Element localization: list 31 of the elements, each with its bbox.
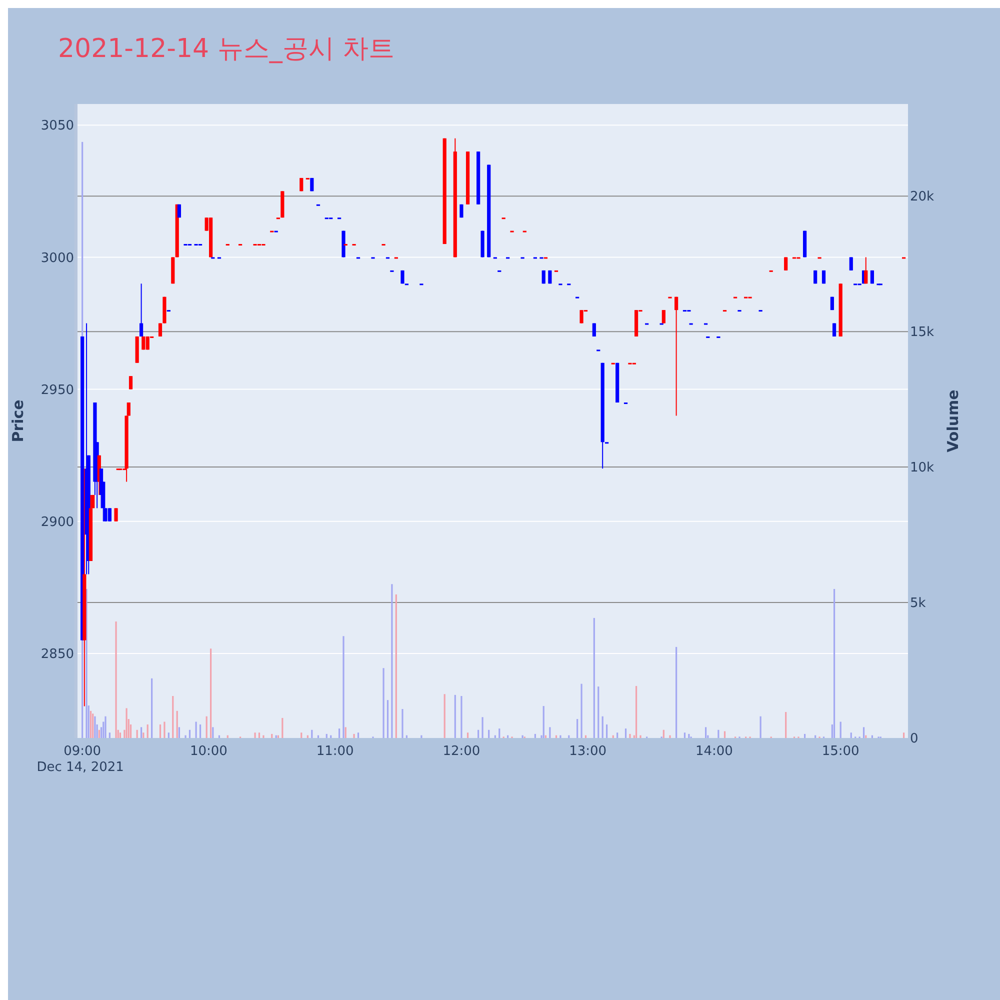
- candlestick: [128, 376, 133, 390]
- x-tick-label: 11:00: [316, 744, 354, 759]
- x-tick-label: 15:00: [822, 744, 860, 759]
- y-tick-label: 3000: [40, 250, 74, 266]
- candlestick: [139, 283, 144, 337]
- candlestick: [674, 296, 678, 416]
- candlestick: [832, 322, 836, 337]
- candlestick: [592, 322, 596, 337]
- y-tick-label: 2850: [40, 647, 74, 662]
- candlestick: [158, 322, 162, 337]
- y2-tick-label: 0: [910, 732, 918, 747]
- x-tick-label: 12:00: [442, 744, 480, 759]
- y2-tick-label: 5k: [910, 596, 926, 612]
- candlestick: [580, 310, 584, 324]
- x-tick-label: 13:00: [569, 744, 607, 759]
- candlestick: [849, 256, 853, 271]
- y2-tick-label: 15k: [910, 325, 935, 340]
- chart-title: 2021-12-14 뉴스_공시 차트: [58, 34, 395, 64]
- candlestick: [784, 256, 788, 271]
- y-axis-title: Price: [9, 400, 27, 442]
- candlestick: [108, 508, 112, 522]
- y-tick-label: 2900: [40, 514, 74, 530]
- y-tick-label: 2950: [40, 382, 74, 398]
- y2-tick-label: 10k: [910, 460, 935, 476]
- y2-axis-title: Volume: [944, 390, 962, 452]
- candlestick: [114, 508, 118, 522]
- x-tick-label: 09:00 Dec 14, 2021: [36, 744, 124, 775]
- x-tick-label: 10:00: [190, 744, 228, 759]
- x-tick-label: 14:00: [695, 744, 733, 759]
- y2-tick-label: 20k: [910, 190, 935, 205]
- y-tick-label: 3050: [40, 118, 74, 134]
